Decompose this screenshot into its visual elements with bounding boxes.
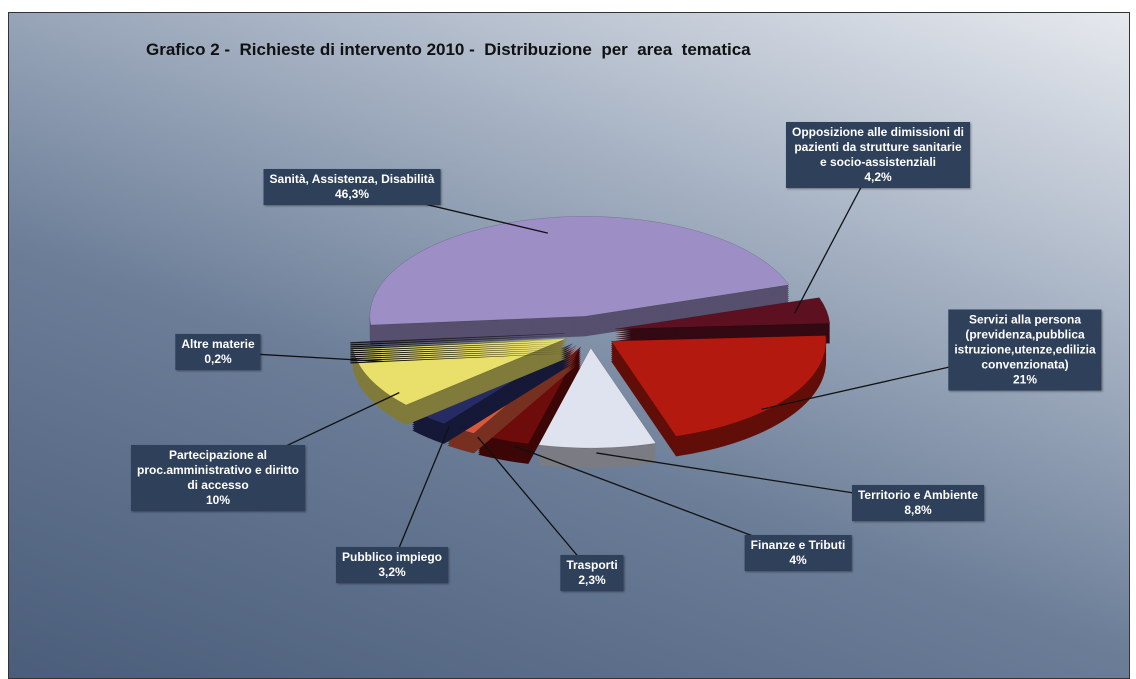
slice xyxy=(538,347,657,468)
chart-title: Grafico 2 - Richieste di intervento 2010… xyxy=(146,40,751,59)
slice-side xyxy=(350,351,565,362)
category-label: Sanità, Assistenza, Disabilità xyxy=(269,172,435,186)
value-label: 21% xyxy=(1012,372,1038,387)
category-label: Partecipazione al proc.amministrativo e … xyxy=(136,448,300,492)
category-label: Opposizione alle dimissioni di pazienti … xyxy=(791,125,965,169)
category-label: Territorio e Ambiente xyxy=(857,488,979,502)
leader-line xyxy=(477,436,593,574)
value-label: 8,8% xyxy=(904,503,932,517)
value-label: 0,2% xyxy=(204,352,232,366)
category-label: Trasporti xyxy=(566,558,618,572)
leader-line xyxy=(391,426,450,566)
value-label: 10% xyxy=(205,493,231,507)
value-label: 3,2% xyxy=(378,565,406,579)
slice xyxy=(610,335,827,457)
slice-top xyxy=(369,216,790,326)
slice-top xyxy=(350,333,565,344)
category-label: Pubblico impiego xyxy=(341,550,443,564)
slice-top xyxy=(538,347,657,449)
slice-label: Opposizione alle dimissioni di pazienti … xyxy=(785,122,971,188)
slice xyxy=(369,216,790,346)
slice-side xyxy=(350,347,565,358)
slice-label: Servizi alla persona (previdenza,pubblic… xyxy=(948,309,1102,391)
slice-side xyxy=(350,343,565,354)
slice-label: Finanze e Tributi 4% xyxy=(744,535,852,571)
slice-label: Territorio e Ambiente 8,8% xyxy=(851,485,985,521)
slice-side xyxy=(350,339,565,350)
slice xyxy=(352,338,567,425)
slice-label: Partecipazione al proc.amministrativo e … xyxy=(130,445,306,511)
slice-side xyxy=(350,349,565,360)
slice-side xyxy=(350,341,565,352)
slice-label: Altre materie 0,2% xyxy=(175,334,261,370)
category-label: Servizi alla persona (previdenza,pubblic… xyxy=(954,312,1096,372)
value-label: 46,3% xyxy=(334,187,370,201)
slice-side xyxy=(350,353,565,364)
value-label: 2,3% xyxy=(578,573,606,587)
category-label: Altre materie xyxy=(181,337,255,351)
slice-label: Pubblico impiego 3,2% xyxy=(335,547,449,583)
slice-side xyxy=(350,345,565,356)
category-label: Finanze e Tributi xyxy=(750,538,846,552)
slice-top xyxy=(352,338,567,406)
slice-top xyxy=(610,335,827,437)
value-label: 4,2% xyxy=(864,170,892,184)
slice-side xyxy=(350,337,565,348)
slice-side xyxy=(350,335,565,346)
slice-top xyxy=(615,297,831,330)
slice xyxy=(350,333,565,364)
slice-label: Trasporti 2,3% xyxy=(560,555,624,591)
slice-label: Sanità, Assistenza, Disabilità 46,3% xyxy=(263,169,441,205)
value-label: 4% xyxy=(789,553,807,567)
